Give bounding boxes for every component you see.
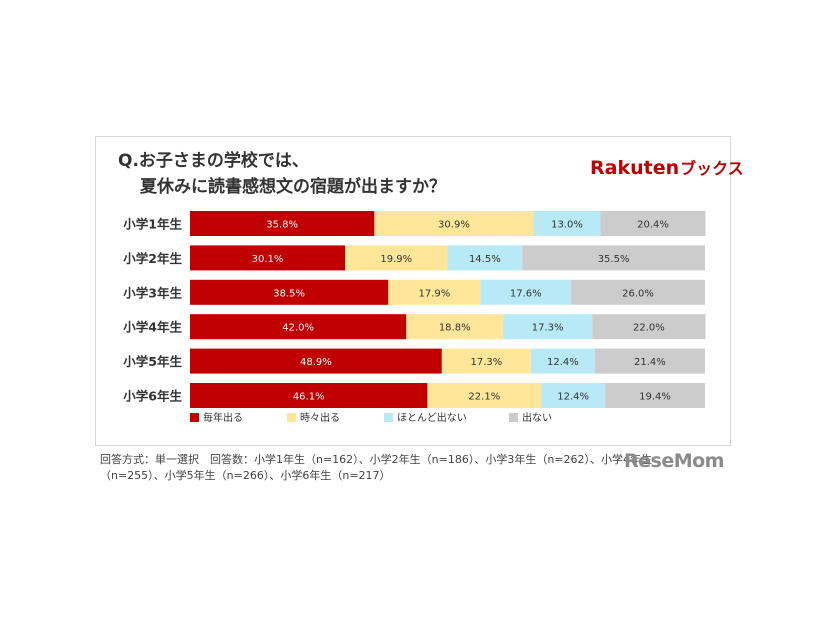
bar-tokidoki bbox=[406, 314, 504, 340]
bar-denai bbox=[522, 245, 705, 271]
title-line-2: 夏休みに読書感想文の宿題が出ますか？ bbox=[140, 177, 446, 197]
legend-label-maitoshi: 毎年出る bbox=[203, 411, 243, 424]
data-label: 46.1% bbox=[293, 392, 325, 403]
data-label: 17.9% bbox=[418, 288, 450, 299]
chart-title: Q.お子さまの学校では、 夏休みに読書感想文の宿題が出ますか？ bbox=[118, 148, 446, 200]
data-label: 19.9% bbox=[380, 254, 412, 265]
legend-label-hotondo: ほとんど出ない bbox=[397, 411, 467, 424]
data-label: 30.1% bbox=[252, 254, 284, 265]
data-label: 12.4% bbox=[547, 357, 579, 368]
bar-maitoshi bbox=[190, 279, 389, 305]
bar-hotondo bbox=[447, 245, 523, 271]
category-label: 小学6年生 bbox=[122, 389, 182, 404]
category-label: 小学5年生 bbox=[122, 354, 182, 369]
books-logo-text: ブックス bbox=[680, 159, 744, 178]
data-label: 35.8% bbox=[266, 220, 298, 231]
data-label: 48.9% bbox=[300, 357, 332, 368]
legend-label-denai: 出ない bbox=[522, 411, 552, 424]
rakuten-books-logo: Rakutenブックス bbox=[590, 155, 744, 179]
data-label: 17.3% bbox=[532, 323, 564, 334]
legend-swatch-tokidoki bbox=[287, 413, 296, 422]
data-label: 20.4% bbox=[637, 220, 669, 231]
bar-tokidoki bbox=[388, 279, 481, 305]
data-label: 42.0% bbox=[282, 323, 314, 334]
bar-hotondo bbox=[480, 279, 572, 305]
data-label: 30.9% bbox=[438, 220, 470, 231]
data-label: 19.4% bbox=[639, 392, 671, 403]
legend-swatch-maitoshi bbox=[190, 413, 199, 422]
bar-hotondo bbox=[533, 211, 601, 236]
bar-maitoshi bbox=[190, 348, 442, 374]
rakuten-logo-text: Rakuten bbox=[590, 157, 680, 179]
bar-hotondo bbox=[530, 348, 595, 374]
data-label: 14.5% bbox=[469, 254, 501, 265]
bar-tokidoki bbox=[441, 348, 531, 374]
resemom-watermark: ReseMom bbox=[624, 450, 724, 472]
legend-swatch-hotondo bbox=[384, 413, 393, 422]
data-label: 18.8% bbox=[439, 323, 471, 334]
data-label: 26.0% bbox=[622, 288, 654, 299]
bar-hotondo bbox=[503, 314, 593, 340]
footnote-line-1: 回答方式：単一選択 回答数：小学1年生（n=162）、小学2年生（n=186）、… bbox=[100, 453, 653, 466]
data-label: 12.4% bbox=[557, 392, 589, 403]
bar-denai bbox=[605, 383, 705, 408]
data-label: 17.3% bbox=[470, 357, 502, 368]
data-label: 21.4% bbox=[634, 357, 666, 368]
category-label: 小学1年生 bbox=[122, 217, 182, 232]
bar-denai bbox=[600, 211, 706, 236]
data-label: 13.0% bbox=[551, 220, 583, 231]
footnote-line-2: （n=255）、小学5年生（n=266）、小学6年生（n=217） bbox=[100, 469, 391, 482]
bar-maitoshi bbox=[190, 383, 428, 408]
legend-label-tokidoki: 時々出る bbox=[300, 411, 340, 424]
data-label: 22.1% bbox=[468, 392, 500, 403]
title-line-1: Q.お子さまの学校では、 bbox=[118, 151, 309, 171]
data-label: 38.5% bbox=[273, 288, 305, 299]
bar-hotondo bbox=[541, 383, 606, 408]
bar-tokidoki bbox=[345, 245, 448, 271]
bar-maitoshi bbox=[190, 211, 375, 236]
footnote: 回答方式：単一選択 回答数：小学1年生（n=162）、小学2年生（n=186）、… bbox=[100, 452, 652, 484]
bar-tokidoki bbox=[427, 383, 542, 408]
bar-maitoshi bbox=[190, 314, 407, 340]
data-label: 35.5% bbox=[598, 254, 630, 265]
data-label: 22.0% bbox=[633, 323, 665, 334]
category-label: 小学4年生 bbox=[122, 320, 182, 335]
data-label: 17.6% bbox=[510, 288, 542, 299]
legend-swatch-denai bbox=[509, 413, 518, 422]
bar-denai bbox=[594, 348, 705, 374]
category-label: 小学2年生 bbox=[122, 251, 182, 266]
category-label: 小学3年生 bbox=[122, 285, 182, 300]
bar-maitoshi bbox=[190, 245, 346, 271]
bar-tokidoki bbox=[374, 211, 534, 236]
bar-denai bbox=[571, 279, 705, 305]
bar-denai bbox=[592, 314, 706, 340]
